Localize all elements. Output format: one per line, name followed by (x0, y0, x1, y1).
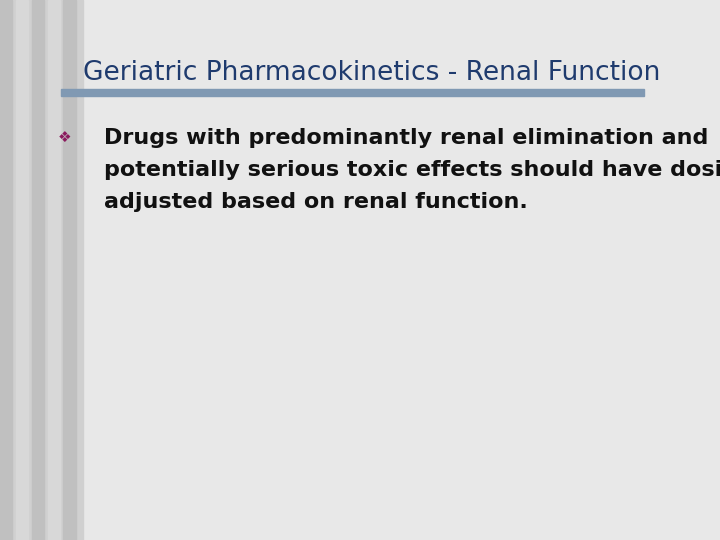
Text: potentially serious toxic effects should have dosing: potentially serious toxic effects should… (104, 160, 720, 180)
Bar (0, 0, 12, 540)
Bar (32, 0, 44, 540)
Text: Drugs with predominantly renal elimination and: Drugs with predominantly renal eliminati… (104, 127, 708, 148)
Text: ❖: ❖ (58, 130, 71, 145)
Bar (63, 0, 76, 540)
Bar (16, 0, 28, 540)
Bar (48, 0, 60, 540)
Text: Geriatric Pharmacokinetics - Renal Function: Geriatric Pharmacokinetics - Renal Funct… (83, 60, 660, 86)
Text: adjusted based on renal function.: adjusted based on renal function. (104, 192, 528, 213)
Bar (61, 89, 644, 96)
Bar (0, 0, 83, 540)
